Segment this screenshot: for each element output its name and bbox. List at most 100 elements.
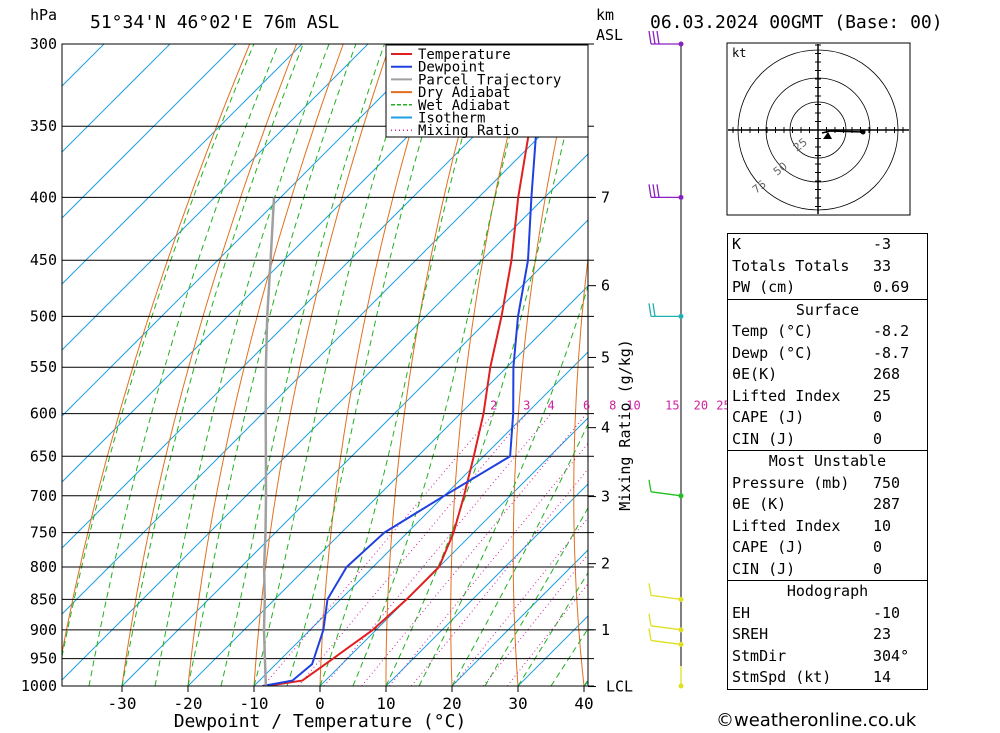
axes: 3003504004505005506006507007508008509009… <box>21 35 633 713</box>
x-tick-label: 0 <box>315 694 325 713</box>
km-tick-label: 7 <box>601 188 610 206</box>
profiles <box>262 44 561 686</box>
pressure-tick-label: 550 <box>30 358 57 376</box>
basic-value: -3 <box>873 235 892 253</box>
km-label: km <box>596 6 614 24</box>
surface-section: Surface Temp (°C) -8.2 Dewp (°C) -8.7 θE(K) 2… <box>728 298 927 451</box>
pressure-tick-label: 650 <box>30 447 57 465</box>
surface-row: θE(K) 268 <box>728 364 927 386</box>
wet-adiabat-line <box>385 44 588 686</box>
pressure-tick-label: 450 <box>30 251 57 269</box>
x-tick-label: 30 <box>508 694 527 713</box>
credit-link[interactable]: ©weatheronline.co.uk <box>716 710 917 731</box>
surface-value: -8.2 <box>873 322 910 340</box>
dry-adiabat-line <box>512 44 578 686</box>
surface-value: 0 <box>873 408 883 426</box>
km-tick-label: 1 <box>601 621 610 639</box>
isotherm-line <box>62 44 567 549</box>
dry-adiabat-line <box>121 44 297 686</box>
pressure-tick-label: 300 <box>30 35 57 53</box>
surface-label: Dewp (°C) <box>732 343 814 362</box>
most_unstable-value: 10 <box>873 516 892 535</box>
x-tick-label: 10 <box>376 694 395 713</box>
isotherm-line <box>385 483 588 686</box>
mixing-ratio-label: 3 <box>523 399 530 413</box>
dry-adiabat-line <box>632 44 670 686</box>
surface-value: -8.7 <box>873 343 910 362</box>
surface-value: 0 <box>873 429 883 448</box>
isotherm-line <box>121 219 588 686</box>
surface-label: CAPE (J) <box>732 408 805 426</box>
pressure-tick-label: 750 <box>30 524 57 542</box>
mixing-ratio-label: 15 <box>665 399 679 413</box>
basic-row: K -3 <box>728 234 927 256</box>
km-tick-label: LCL <box>606 678 633 696</box>
surface-label: CIN (J) <box>732 429 796 448</box>
hodograph-label: SREH <box>732 625 769 643</box>
wet-adiabat-line <box>319 44 490 686</box>
hodograph-unit: kt <box>732 46 746 60</box>
legend-label: Dry Adiabat <box>418 85 511 101</box>
pressure-tick-label: 950 <box>30 650 57 668</box>
legend-label: Wet Adiabat <box>418 98 511 114</box>
km-tick-label: 6 <box>601 277 610 295</box>
mixing-ratio-label: 8 <box>609 399 616 413</box>
dry-adiabat-line <box>950 44 1000 686</box>
most_unstable-row: Pressure (mb) 750 <box>728 473 927 495</box>
temperature-profile <box>265 44 561 686</box>
most_unstable-value: 0 <box>873 559 883 578</box>
storm-motion-marker <box>823 132 832 139</box>
pressure-tick-label: 600 <box>30 405 57 423</box>
wind-barb <box>648 30 652 45</box>
most-unstable-title: Most Unstable <box>768 452 887 470</box>
x-axis-label: Dewpoint / Temperature (°C) <box>174 711 467 732</box>
surface-title: Surface <box>795 300 860 319</box>
most_unstable-row: CAPE (J) 0 <box>728 537 927 559</box>
hodograph-section: Hodograph EH -10 SREH 23 StmDir 304° StmSpd (k… <box>728 580 927 689</box>
x-tick-label: -30 <box>108 694 137 713</box>
most_unstable-row: CIN (J) 0 <box>728 559 927 581</box>
legend-label: Parcel Trajectory <box>418 72 561 88</box>
most_unstable-value: 287 <box>873 495 901 513</box>
pressure-tick-label: 900 <box>30 621 57 639</box>
wet-adiabat-line <box>121 44 304 686</box>
wind-barb-shaft <box>650 625 682 631</box>
wet-adiabat-line <box>88 44 279 686</box>
isotherm-line <box>62 44 237 219</box>
hodograph-label: EH <box>732 603 751 622</box>
legend-label: Dewpoint <box>418 60 485 76</box>
hodograph-value: 23 <box>873 625 892 643</box>
isotherm-line <box>62 44 435 417</box>
km-tick-label: 2 <box>601 555 610 573</box>
pressure-tick-label: 350 <box>30 117 57 135</box>
pressure-tick-label: 850 <box>30 590 57 608</box>
basic-value: 0.69 <box>873 278 910 296</box>
km-tick-label: 4 <box>601 419 610 437</box>
surface-label: Lifted Index <box>732 386 841 405</box>
wind-barb <box>648 184 652 198</box>
datetime-label: 06.03.2024 00GMT (Base: 00) <box>650 12 943 33</box>
surface-row: Lifted Index 25 <box>728 386 927 408</box>
mixing-ratio-line <box>323 413 552 686</box>
hodograph-value: 304° <box>873 646 910 665</box>
basic-label: PW (cm) <box>732 278 796 296</box>
isobars <box>62 43 594 687</box>
most_unstable-row: Lifted Index 10 <box>728 516 927 538</box>
wind-barb <box>656 30 660 45</box>
wind-profile <box>648 30 684 689</box>
wind-barb <box>652 303 656 317</box>
mixing-ratio-label: 4 <box>547 399 554 413</box>
pressure-unit-label: hPa <box>30 6 57 24</box>
surface-row: Temp (°C) -8.2 <box>728 321 927 343</box>
plot-frame <box>61 43 589 687</box>
pressure-tick-label: 700 <box>30 487 57 505</box>
hodograph-row: SREH 23 <box>728 624 927 646</box>
isotherm-line <box>62 44 171 153</box>
most_unstable-label: CIN (J) <box>732 559 796 578</box>
pressure-tick-label: 400 <box>30 188 57 206</box>
surface-label: θE(K) <box>732 365 778 383</box>
x-tick-label: 40 <box>574 694 593 713</box>
x-tick-label: -10 <box>240 694 269 713</box>
pressure-tick-label: 800 <box>30 558 57 576</box>
